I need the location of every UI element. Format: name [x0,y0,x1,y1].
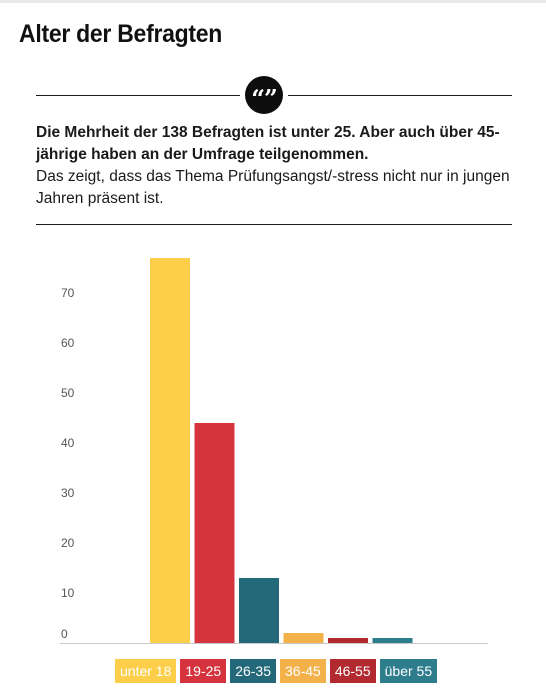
divider-left [36,95,240,96]
legend-item: 26-35 [230,659,276,683]
y-tick-label: 40 [61,436,75,450]
y-tick-label: 50 [61,386,75,400]
y-tick-label: 30 [61,486,75,500]
bar-chart: 0 10 20 30 40 50 60 70 [60,258,488,644]
legend-item: 46-55 [329,659,376,683]
legend-item: über 55 [379,659,438,683]
y-tick-label: 10 [61,586,75,600]
y-tick-label: 60 [61,336,75,350]
bar-unter-18 [150,258,190,643]
divider-bottom [36,224,512,225]
bar-über-55 [372,638,413,643]
legend-item: 19-25 [180,659,227,683]
divider-right [288,95,512,96]
y-tick-label: 20 [61,536,75,550]
legend-item: 36-45 [280,659,326,683]
y-tick-label: 0 [61,627,68,641]
top-bar [0,0,546,3]
bar-36-45 [283,633,324,643]
y-tick-label: 70 [61,286,75,300]
page-title: Alter der Befragten [19,20,223,48]
bar-46-55 [328,638,368,643]
summary-text: Die Mehrheit der 138 Befragten ist unter… [36,122,512,210]
summary-normal: Das zeigt, dass das Thema Prüfungsangst/… [36,168,510,207]
chart-legend: unter 18 19-25 26-35 36-45 46-55 über 55 [115,659,438,683]
legend-item: unter 18 [115,659,177,683]
bar-19-25 [194,423,235,643]
summary-bold: Die Mehrheit der 138 Befragten ist unter… [36,124,500,163]
quote-icon: “” [245,76,283,114]
bar-26-35 [239,578,279,643]
